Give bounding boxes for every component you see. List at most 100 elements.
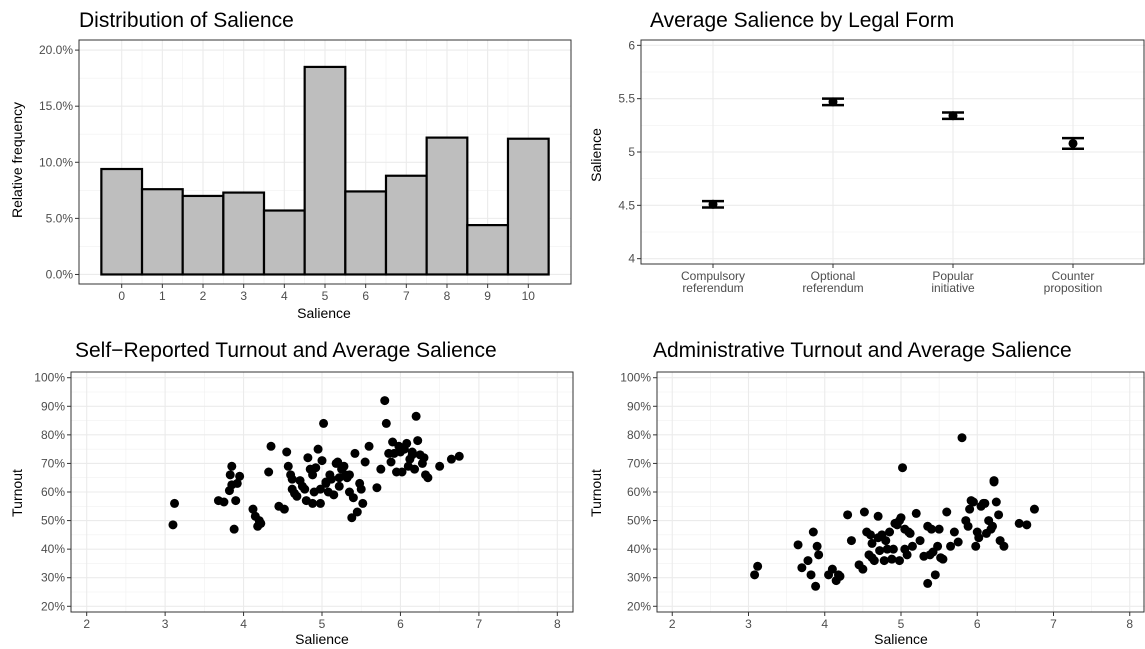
data-point <box>170 498 180 508</box>
data-point <box>887 554 897 564</box>
y-tick-label: 30% <box>627 571 651 585</box>
data-point <box>411 411 421 421</box>
data-point <box>386 457 396 467</box>
data-point <box>344 470 354 480</box>
data-point <box>946 541 956 551</box>
data-point <box>232 478 242 488</box>
data-point <box>419 453 429 463</box>
histogram-bar <box>506 137 550 276</box>
data-point <box>873 511 883 521</box>
x-tick-label: 0 <box>118 289 125 303</box>
data-point <box>423 473 433 483</box>
y-tick-label: 4 <box>628 252 635 266</box>
data-point <box>168 520 178 530</box>
x-tick-label: 3 <box>745 617 752 631</box>
data-point <box>963 521 973 531</box>
data-point <box>317 456 327 466</box>
x-tick-label: 2 <box>83 617 90 631</box>
data-point <box>907 541 917 551</box>
histogram-bar <box>384 174 428 276</box>
y-tick-label: 40% <box>41 542 65 556</box>
data-point <box>923 578 933 588</box>
data-point <box>811 581 821 591</box>
y-axis-title: Turnout <box>9 469 25 517</box>
data-point <box>988 521 997 531</box>
data-point <box>900 524 910 534</box>
data-point <box>1068 138 1078 148</box>
data-point <box>380 396 390 406</box>
x-tick-label: Popular <box>932 269 973 283</box>
data-point <box>264 467 274 477</box>
y-tick-label: 20% <box>627 599 651 613</box>
histogram-bar <box>303 65 347 276</box>
data-point <box>381 418 391 428</box>
histogram-bar <box>262 209 306 276</box>
histogram-bar <box>222 191 266 276</box>
y-tick-label: 90% <box>41 399 65 413</box>
x-tick-label: 6 <box>362 289 369 303</box>
y-tick-label: 20.0% <box>39 43 73 57</box>
data-point <box>708 199 718 209</box>
histogram-bar <box>181 194 225 276</box>
y-tick-label: 100% <box>620 371 651 385</box>
y-tick-label: 90% <box>627 399 651 413</box>
data-point <box>898 463 908 473</box>
data-point <box>974 533 984 543</box>
y-tick-label: 0.0% <box>46 267 74 281</box>
x-tick-label: 7 <box>476 617 483 631</box>
data-point <box>413 436 423 446</box>
data-point <box>933 541 943 551</box>
x-tick-label: 8 <box>1126 617 1133 631</box>
data-point <box>866 530 875 540</box>
data-point <box>329 490 339 500</box>
data-point <box>231 496 241 506</box>
y-axis-title: Relative frequency <box>9 102 25 218</box>
data-point <box>1022 520 1032 530</box>
data-point <box>292 491 302 501</box>
data-point <box>957 433 967 443</box>
data-point <box>894 516 904 526</box>
histogram-bar <box>344 190 388 276</box>
y-tick-label: 6 <box>628 38 635 52</box>
chart-title: Self−Reported Turnout and Average Salien… <box>75 339 497 362</box>
data-point <box>311 463 321 473</box>
data-point <box>968 497 978 507</box>
data-point <box>410 464 420 474</box>
y-tick-label: 70% <box>41 456 65 470</box>
x-tick-label: Counter <box>1052 269 1095 283</box>
y-tick-label: 80% <box>627 428 651 442</box>
y-tick-label: 60% <box>627 485 651 499</box>
data-point <box>360 457 370 467</box>
data-point <box>881 536 891 546</box>
data-point <box>1014 518 1024 528</box>
data-point <box>356 484 366 494</box>
data-point <box>315 484 325 494</box>
data-point <box>835 571 845 581</box>
data-point <box>949 527 959 537</box>
data-point <box>942 507 952 517</box>
data-point <box>333 457 343 467</box>
x-tick-label: 3 <box>240 289 247 303</box>
data-point <box>435 461 445 471</box>
y-tick-label: 60% <box>41 485 65 499</box>
data-point <box>282 447 292 457</box>
x-tick-label: 4 <box>821 617 828 631</box>
x-tick-label: Compulsory <box>681 269 745 283</box>
y-tick-label: 50% <box>41 514 65 528</box>
x-tick-label: 6 <box>397 617 404 631</box>
x-tick-label: 5 <box>898 617 905 631</box>
data-point <box>915 536 925 546</box>
y-tick-label: 80% <box>41 428 65 442</box>
y-tick-label: 20% <box>41 599 65 613</box>
x-tick-label: 5 <box>322 289 329 303</box>
data-point <box>279 504 289 514</box>
data-point <box>938 554 948 564</box>
data-point <box>319 418 329 428</box>
data-point <box>227 461 237 471</box>
data-point <box>797 563 807 573</box>
data-point <box>902 550 912 560</box>
x-tick-label: 5 <box>319 617 326 631</box>
panel-administrative-turnout: Administrative Turnout and Average Salie… <box>588 339 1145 647</box>
x-tick-label: 2 <box>200 289 207 303</box>
data-point <box>858 564 868 574</box>
